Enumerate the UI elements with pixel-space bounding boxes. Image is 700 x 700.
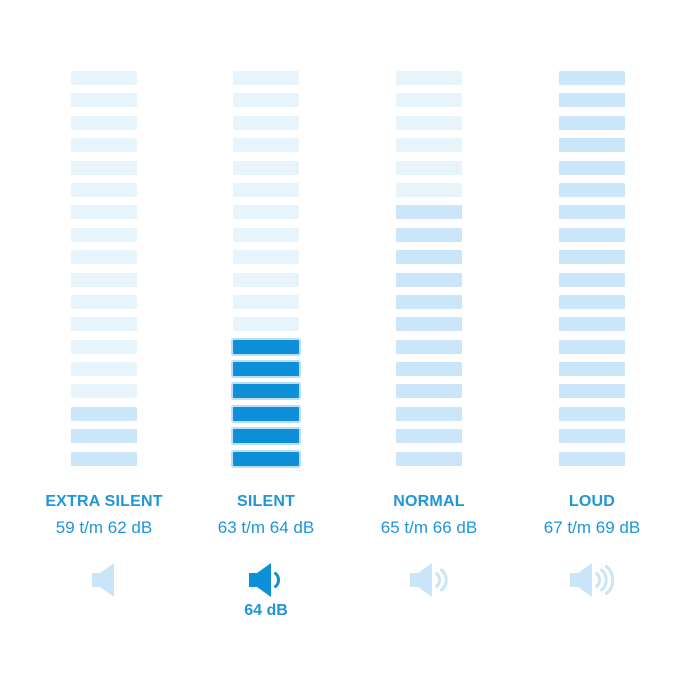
level-bar bbox=[233, 138, 299, 153]
column-loud: LOUD 67 t/m 69 dB bbox=[512, 0, 672, 601]
column-normal: NORMAL 65 t/m 66 dB bbox=[349, 0, 509, 601]
category-label: NORMAL bbox=[393, 492, 465, 510]
bar-stack bbox=[559, 71, 625, 466]
level-bar bbox=[396, 250, 462, 265]
level-bar bbox=[559, 339, 625, 354]
level-bar bbox=[559, 317, 625, 332]
level-bar bbox=[233, 317, 299, 332]
level-bar bbox=[559, 250, 625, 265]
bar-stack bbox=[233, 71, 299, 466]
speaker-one-wave-icon bbox=[249, 562, 283, 598]
level-bar bbox=[396, 339, 462, 354]
level-bar bbox=[396, 429, 462, 444]
level-bar bbox=[396, 227, 462, 242]
level-bar bbox=[71, 272, 137, 287]
selected-db-label: 64 dB bbox=[244, 601, 288, 619]
db-range-label: 67 t/m 69 dB bbox=[543, 517, 641, 537]
level-bar bbox=[559, 272, 625, 287]
level-bar bbox=[233, 93, 299, 108]
level-bar bbox=[233, 384, 299, 399]
level-bar bbox=[396, 406, 462, 421]
level-bar bbox=[233, 115, 299, 130]
level-bar bbox=[233, 71, 299, 85]
level-bar bbox=[559, 71, 625, 85]
level-bar bbox=[396, 362, 462, 377]
level-bar bbox=[71, 451, 137, 466]
level-bar bbox=[71, 227, 137, 242]
level-bar bbox=[233, 227, 299, 242]
level-bar bbox=[233, 182, 299, 197]
level-bar bbox=[71, 384, 137, 399]
level-bar bbox=[71, 294, 137, 309]
level-bar bbox=[396, 451, 462, 466]
level-bar bbox=[233, 451, 299, 466]
level-bar bbox=[396, 272, 462, 287]
level-bar bbox=[559, 160, 625, 175]
level-bar bbox=[559, 362, 625, 377]
speaker-muted-icon bbox=[92, 562, 116, 598]
level-bar bbox=[559, 205, 625, 220]
level-bar bbox=[71, 71, 137, 85]
level-bar bbox=[71, 362, 137, 377]
level-bar bbox=[396, 205, 462, 220]
column-extra-silent: EXTRA SILENT 59 t/m 62 dB bbox=[24, 0, 184, 601]
level-bar bbox=[396, 93, 462, 108]
category-label: SILENT bbox=[236, 492, 296, 510]
level-bar bbox=[559, 115, 625, 130]
level-bar bbox=[396, 294, 462, 309]
level-bar bbox=[233, 250, 299, 265]
level-bar bbox=[559, 182, 625, 197]
level-bar bbox=[233, 429, 299, 444]
level-bar bbox=[233, 294, 299, 309]
category-label: LOUD bbox=[568, 492, 616, 510]
db-range-label: 65 t/m 66 dB bbox=[380, 517, 478, 537]
level-bar bbox=[559, 406, 625, 421]
level-bar bbox=[233, 362, 299, 377]
level-bar bbox=[71, 182, 137, 197]
level-bar bbox=[233, 160, 299, 175]
level-bar bbox=[559, 384, 625, 399]
level-bar bbox=[233, 406, 299, 421]
level-bar bbox=[396, 138, 462, 153]
level-bar bbox=[71, 339, 137, 354]
level-bar bbox=[396, 71, 462, 85]
level-bar bbox=[71, 250, 137, 265]
level-bar bbox=[396, 182, 462, 197]
bar-stack bbox=[396, 71, 462, 466]
level-bar bbox=[396, 115, 462, 130]
level-bar bbox=[396, 384, 462, 399]
category-label: EXTRA SILENT bbox=[45, 492, 163, 510]
level-bar bbox=[559, 294, 625, 309]
level-bar bbox=[559, 429, 625, 444]
level-bar bbox=[233, 272, 299, 287]
level-bar bbox=[71, 138, 137, 153]
db-range-label: 59 t/m 62 dB bbox=[55, 517, 153, 537]
level-bar bbox=[559, 451, 625, 466]
level-bar bbox=[559, 227, 625, 242]
level-bar bbox=[233, 205, 299, 220]
db-range-label: 63 t/m 64 dB bbox=[217, 517, 315, 537]
level-bar bbox=[71, 406, 137, 421]
bar-stack bbox=[71, 71, 137, 466]
level-bar bbox=[71, 429, 137, 444]
level-bar bbox=[71, 115, 137, 130]
level-bar bbox=[71, 160, 137, 175]
speaker-two-waves-icon bbox=[409, 562, 449, 598]
level-bar bbox=[233, 339, 299, 354]
level-bar bbox=[396, 317, 462, 332]
level-bar bbox=[71, 317, 137, 332]
level-bar bbox=[71, 205, 137, 220]
level-bar bbox=[396, 160, 462, 175]
column-silent: SILENT 63 t/m 64 dB 64 dB bbox=[186, 0, 346, 621]
level-bar bbox=[559, 138, 625, 153]
speaker-three-waves-icon bbox=[569, 562, 615, 598]
level-bar bbox=[71, 93, 137, 108]
level-bar bbox=[559, 93, 625, 108]
